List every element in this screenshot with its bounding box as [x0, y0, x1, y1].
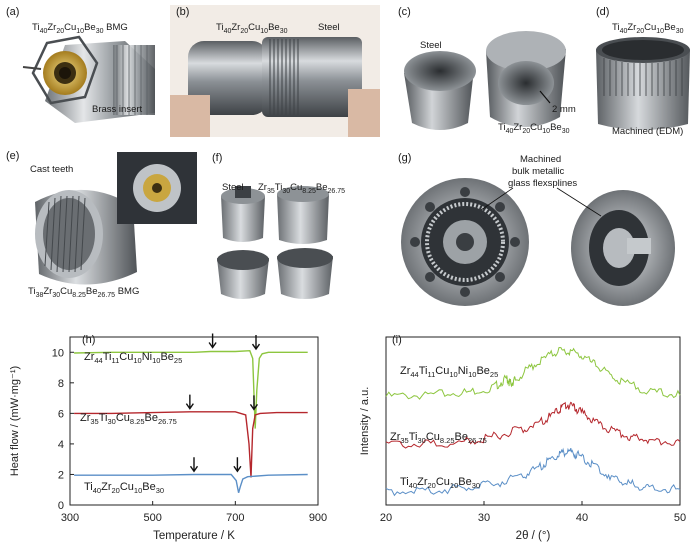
panel-f-steel-label: Steel	[222, 182, 244, 193]
series-label: Zr35Ti30Cu8.25Be26.75	[390, 431, 487, 445]
panel-a-label: (a)	[6, 6, 20, 18]
photo-b-graphic	[170, 5, 380, 137]
y-tick-label: 4	[58, 439, 64, 451]
photo-e-graphic	[5, 148, 200, 306]
series-label: Zr44Ti11Cu10Ni10Be25	[400, 365, 498, 379]
series-line	[385, 346, 681, 400]
photo-g-flexspline-assembly	[395, 150, 695, 308]
panel-c-label: (c)	[398, 6, 411, 18]
photo-a-bmg-housing	[5, 5, 165, 137]
plot-frame	[69, 336, 319, 506]
panel-g-note-line2: bulk metallic	[512, 166, 565, 177]
photo-a-graphic	[5, 5, 165, 137]
y-tick-label: 2	[58, 469, 64, 481]
panel-d-alloy-label: Ti40Zr20Cu10Be30	[612, 22, 684, 35]
photo-f-cups	[205, 150, 355, 306]
series-line	[74, 349, 308, 429]
transition-arrow	[208, 333, 217, 349]
panel-f-alloy-label: Zr35Ti30Cu8.25Be26.75	[258, 182, 346, 195]
x-tick-label: 20	[380, 512, 392, 524]
x-tick-label: 30	[478, 512, 490, 524]
y-tick-label: 6	[58, 408, 64, 420]
panel-c-steel-label: Steel	[420, 40, 442, 51]
y-axis-label: Intensity / a.u.	[359, 387, 371, 455]
panel-e-alloy-label: Ti38Zr30Cu8.25Be26.75 BMG	[28, 286, 140, 299]
panel-f-label: (f)	[212, 152, 223, 164]
panel-g-note-line1: Machined	[520, 154, 562, 165]
y-tick-label: 0	[58, 500, 64, 512]
x-tick-label: 300	[61, 512, 79, 524]
panel-b-alloy-label: Ti40Zr20Cu10Be30	[216, 22, 288, 35]
series-line	[385, 447, 681, 497]
series-label: Ti40Zr20Cu10Be30	[84, 481, 164, 495]
photo-c-graphic	[390, 5, 590, 143]
panel-a-insert-label: Brass insert	[92, 104, 143, 115]
transition-arrow	[233, 457, 242, 473]
x-tick-label: 900	[309, 512, 327, 524]
series-label: Zr35Ti30Cu8.25Be26.75	[80, 412, 177, 426]
panel-g-label: (g)	[398, 152, 412, 164]
y-axis-label: Heat flow / (mW·mg⁻¹)	[9, 366, 21, 476]
photo-d-machined-flexspline	[590, 28, 695, 142]
series-line	[74, 473, 308, 493]
transition-arrow	[189, 457, 199, 473]
chart-i-xrd: 20 30 40 50 2θ / (°) Intensity / a.u. Zr44Ti11…	[359, 336, 686, 542]
panel-b-label: (b)	[176, 6, 190, 18]
panel-a-alloy-label: Ti40Zr20Cu10Be30 BMG	[32, 22, 128, 35]
photo-b-bmg-steel-comparison	[170, 5, 380, 137]
panel-g-note-line3: glass flexsplines	[508, 178, 578, 189]
panel-e-note: Cast teeth	[30, 164, 74, 175]
y-tick-label: 10	[52, 347, 64, 359]
series-label: Ti40Zr20Cu10Be30	[400, 476, 480, 490]
photo-g-graphic	[395, 150, 695, 308]
panel-d-note: Machined (EDM)	[612, 126, 684, 137]
x-tick-label: 700	[226, 512, 244, 524]
panel-i-label: (i)	[392, 334, 402, 346]
chart-h-dsc: 300 500 700 900 0 2 4 6 8 10 Temperature / K Heat f…	[9, 333, 327, 542]
transition-arrow	[251, 335, 261, 351]
transition-arrow	[185, 394, 194, 410]
x-axis-label: 2θ / (°)	[516, 530, 551, 542]
panel-c-alloy-label: Ti40Zr20Cu10Be30	[498, 122, 570, 135]
x-tick-label: 500	[143, 512, 161, 524]
panel-c-dimension-label: 2 mm	[552, 104, 576, 115]
panel-d-label: (d)	[596, 6, 610, 18]
photo-c-cups	[390, 5, 590, 143]
series-line	[385, 401, 681, 449]
series-line	[74, 411, 308, 478]
panel-b-steel-label: Steel	[318, 22, 340, 33]
panel-e-label: (e)	[6, 150, 20, 162]
photo-f-graphic	[205, 150, 355, 306]
transition-arrow	[249, 395, 259, 411]
x-tick-label: 40	[576, 512, 588, 524]
series-label: Zr44Ti11Cu10Ni10Be25	[84, 351, 182, 365]
x-axis-label: Temperature / K	[153, 530, 235, 542]
y-tick-label: 8	[58, 378, 64, 390]
photo-e-cast-teeth	[5, 148, 200, 306]
x-tick-label: 50	[674, 512, 686, 524]
photo-d-graphic	[590, 28, 695, 142]
plot-frame	[385, 336, 681, 506]
